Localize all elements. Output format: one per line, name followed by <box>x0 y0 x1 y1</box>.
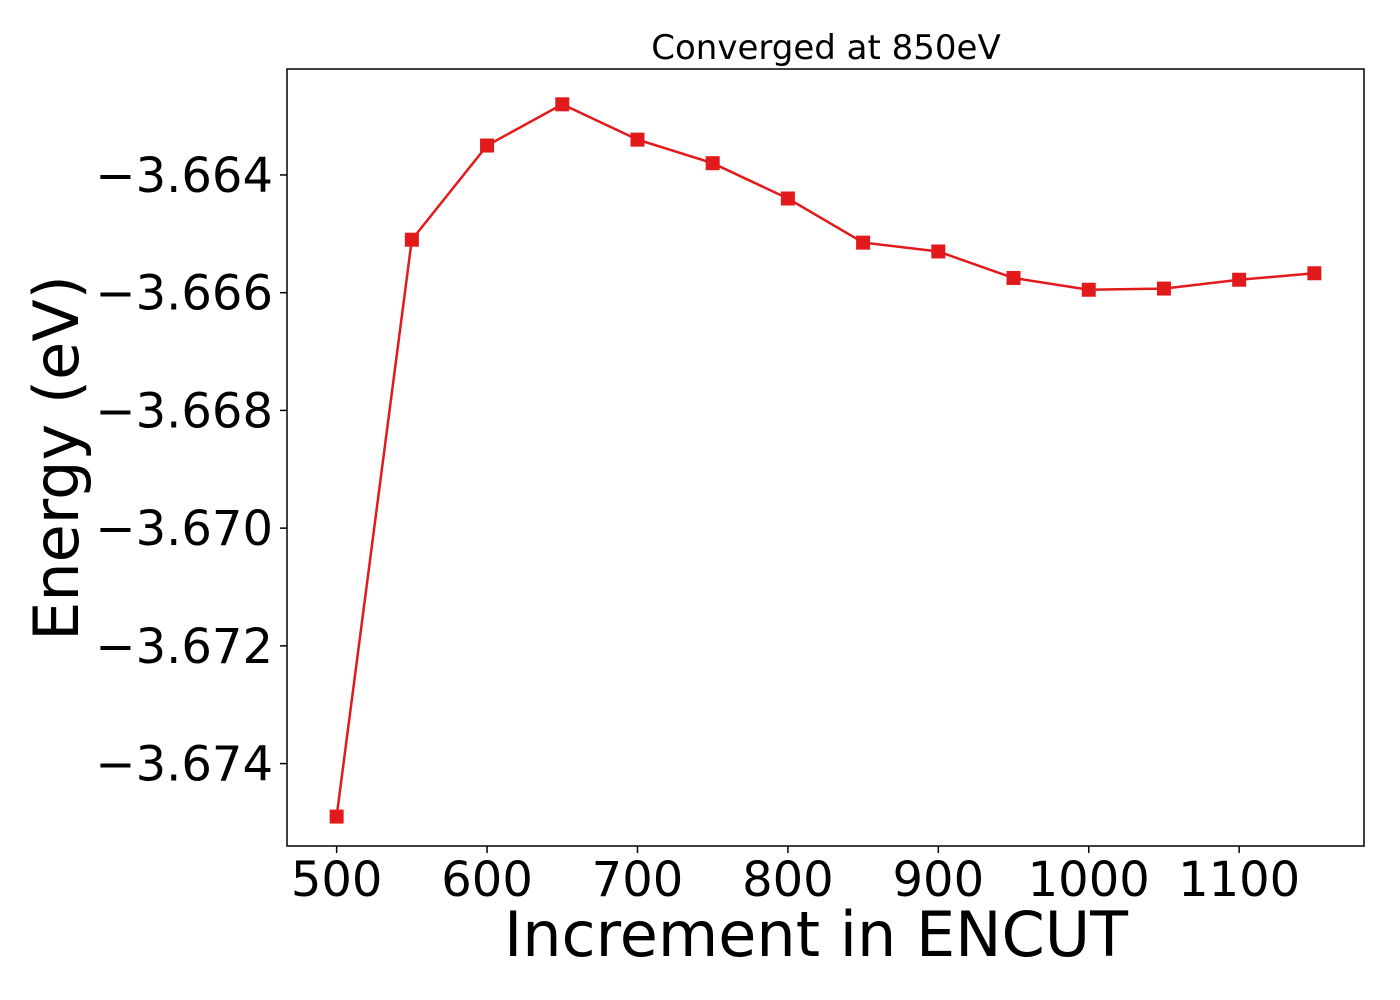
data-point <box>329 809 344 824</box>
data-point <box>1232 272 1247 287</box>
x-tick-label: 1100 <box>1178 852 1300 908</box>
x-tick-label: 600 <box>441 852 533 908</box>
data-point <box>856 235 871 250</box>
x-tick-label: 700 <box>592 852 684 908</box>
y-axis: −3.664 −3.666 −3.668 −3.670 −3.672 −3.674 <box>95 148 287 793</box>
data-point <box>931 244 946 259</box>
y-tick-label: −3.670 <box>95 501 273 557</box>
data-point <box>1156 281 1171 296</box>
x-tick-label: 900 <box>893 852 985 908</box>
chart-title: Converged at 850eV <box>651 28 1000 68</box>
y-tick-label: −3.668 <box>95 383 273 439</box>
y-tick-label: −3.664 <box>95 148 273 204</box>
data-point <box>630 132 645 147</box>
data-point <box>705 156 720 171</box>
x-tick-label: 800 <box>742 852 834 908</box>
y-tick-label: −3.672 <box>95 619 273 675</box>
data-point <box>480 138 495 153</box>
data-point <box>780 191 795 206</box>
x-axis: 500 600 700 800 900 1000 1100 <box>291 846 1300 908</box>
data-point <box>404 232 419 247</box>
x-tick-label: 1000 <box>1028 852 1150 908</box>
data-point <box>1307 266 1322 281</box>
data-point <box>1081 282 1096 297</box>
data-point <box>1006 270 1021 285</box>
y-axis-label: Energy (eV) <box>20 275 93 641</box>
x-axis-label: Increment in ENCUT <box>504 898 1129 971</box>
series-line <box>335 102 1315 817</box>
series-layer <box>329 97 1322 824</box>
x-tick-label: 500 <box>291 852 383 908</box>
data-point <box>555 97 570 112</box>
y-tick-label: −3.674 <box>95 737 273 793</box>
y-tick-label: −3.666 <box>95 266 273 322</box>
plot-area-frame <box>286 68 1365 847</box>
